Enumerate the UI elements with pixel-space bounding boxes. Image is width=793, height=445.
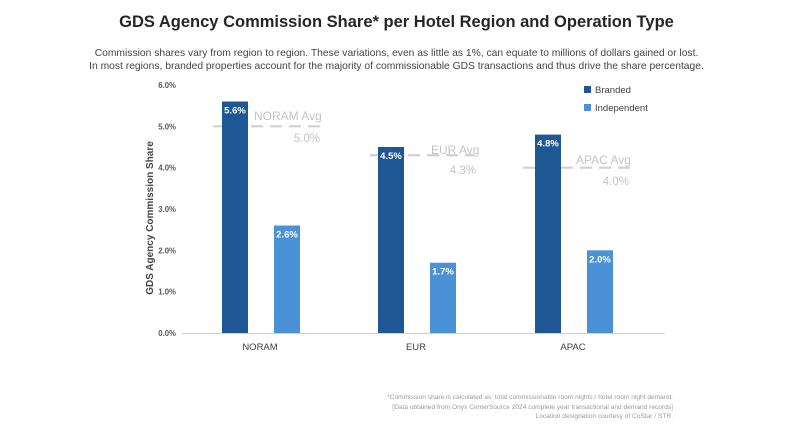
bar-apac-independent — [587, 250, 613, 333]
y-tick-label: 4.0% — [158, 164, 176, 173]
legend: Branded Independent — [584, 85, 648, 114]
x-tick-label: APAC — [560, 342, 585, 353]
y-tick-label: 6.0% — [158, 81, 176, 90]
avg-value-apac: 4.0% — [603, 176, 629, 188]
footnote-line-1: *Commission share is calculated as: tota… — [387, 394, 673, 401]
avg-name-noram: NORAM Avg — [254, 109, 322, 123]
data-label-noram-independent: 2.6% — [276, 230, 298, 241]
data-label-apac-independent: 2.0% — [589, 254, 611, 265]
average-markers: NORAM Avg 5.0% EUR Avg 4.3% APAC Avg 4.0% — [213, 109, 631, 188]
y-axis-label: GDS Agency Commission Share — [145, 141, 156, 295]
x-tick-label: NORAM — [242, 342, 277, 353]
footnote-line-2: [Data obtained from Onyx CenterSource 20… — [392, 403, 673, 411]
subtitle-line-2: In most regions, branded properties acco… — [89, 61, 704, 72]
data-label-eur-independent: 1.7% — [432, 267, 454, 278]
chart-subtitle: Commission shares vary from region to re… — [0, 47, 793, 73]
legend-label-independent: Independent — [595, 103, 648, 114]
bar-noram-independent — [274, 225, 300, 333]
legend-swatch-independent — [584, 104, 591, 111]
footnote-line-3: Location designation courtesy of CoStar … — [535, 413, 673, 420]
avg-value-noram: 5.0% — [294, 133, 320, 145]
avg-name-apac: APAC Avg — [576, 153, 631, 167]
y-tick-label: 0.0% — [158, 329, 176, 338]
x-axis: NORAM EUR APAC — [182, 333, 665, 353]
legend-swatch-branded — [584, 86, 591, 93]
legend-label-branded: Branded — [595, 85, 631, 96]
y-tick-label: 5.0% — [158, 122, 176, 131]
data-label-noram-branded: 5.6% — [224, 106, 246, 117]
x-tick-label: EUR — [406, 342, 426, 353]
y-axis: 0.0% 1.0% 2.0% 3.0% 4.0% 5.0% 6.0% — [158, 81, 176, 338]
bar-noram-branded — [222, 101, 248, 334]
chart-title: GDS Agency Commission Share* per Hotel R… — [119, 13, 674, 31]
data-label-apac-branded: 4.8% — [537, 139, 559, 150]
bar-eur-independent — [430, 262, 456, 333]
footnote: *Commission share is calculated as: tota… — [387, 393, 673, 422]
avg-value-eur: 4.3% — [450, 165, 476, 177]
subtitle-line-1: Commission shares vary from region to re… — [94, 48, 699, 59]
data-label-eur-branded: 4.5% — [380, 151, 402, 162]
bar-apac-branded — [535, 134, 561, 333]
avg-name-eur: EUR Avg — [431, 143, 479, 157]
bar-eur-branded — [378, 147, 404, 333]
y-tick-label: 2.0% — [158, 246, 176, 255]
y-tick-label: 1.0% — [158, 288, 176, 297]
bars: 5.6% 4.5% 4.8% 2.6% 1.7% 2.0% — [222, 101, 613, 334]
y-tick-label: 3.0% — [158, 205, 176, 214]
